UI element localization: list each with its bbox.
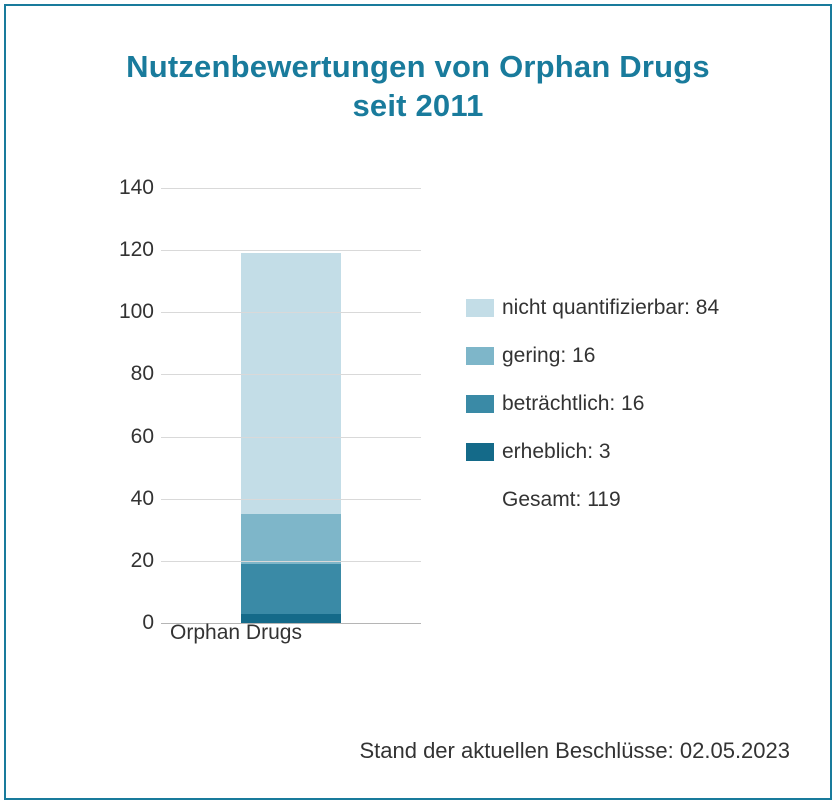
legend-label: gering: 16: [502, 344, 595, 368]
chart-title: Nutzenbewertungen von Orphan Drugs seit …: [6, 48, 830, 126]
chart-frame: Nutzenbewertungen von Orphan Drugs seit …: [4, 4, 832, 800]
y-axis-tick-label: 120: [106, 238, 154, 262]
gridline: [161, 188, 421, 189]
legend-item-nicht_quantifizierbar: nicht quantifizierbar: 84: [466, 296, 786, 320]
legend-total: Gesamt: 119: [502, 488, 786, 512]
gridline: [161, 312, 421, 313]
y-axis-tick-label: 20: [106, 549, 154, 573]
y-axis-tick-label: 140: [106, 176, 154, 200]
bar-stack: [241, 253, 341, 623]
legend-item-erheblich: erheblich: 3: [466, 440, 786, 464]
y-axis-tick-label: 40: [106, 487, 154, 511]
legend-label: erheblich: 3: [502, 440, 611, 464]
title-line-2: seit 2011: [352, 88, 483, 123]
legend-label: nicht quantifizierbar: 84: [502, 296, 719, 320]
legend-swatch: [466, 395, 494, 413]
chart-area: 020406080100120140 Orphan Drugs nicht qu…: [106, 176, 806, 686]
legend-label: beträchtlich: 16: [502, 392, 644, 416]
x-axis-category-label: Orphan Drugs: [106, 621, 366, 645]
gridline: [161, 561, 421, 562]
y-axis-tick-label: 60: [106, 425, 154, 449]
gridline: [161, 499, 421, 500]
legend-item-gering: gering: 16: [466, 344, 786, 368]
plot-region: 020406080100120140: [161, 188, 421, 623]
legend: nicht quantifizierbar: 84 gering: 16 beträ…: [466, 296, 786, 512]
bar-segment-betraechtlich: [241, 564, 341, 614]
y-axis-tick-label: 100: [106, 300, 154, 324]
legend-swatch: [466, 299, 494, 317]
bar-segment-gering: [241, 514, 341, 564]
bar-segment-nicht_quantifizierbar: [241, 253, 341, 514]
gridline: [161, 437, 421, 438]
gridline: [161, 374, 421, 375]
legend-item-betraechtlich: beträchtlich: 16: [466, 392, 786, 416]
footer-date-text: Stand der aktuellen Beschlüsse: 02.05.20…: [359, 738, 790, 764]
legend-swatch: [466, 347, 494, 365]
y-axis-tick-label: 80: [106, 362, 154, 386]
title-line-1: Nutzenbewertungen von Orphan Drugs: [126, 49, 710, 84]
legend-swatch: [466, 443, 494, 461]
gridline: [161, 250, 421, 251]
